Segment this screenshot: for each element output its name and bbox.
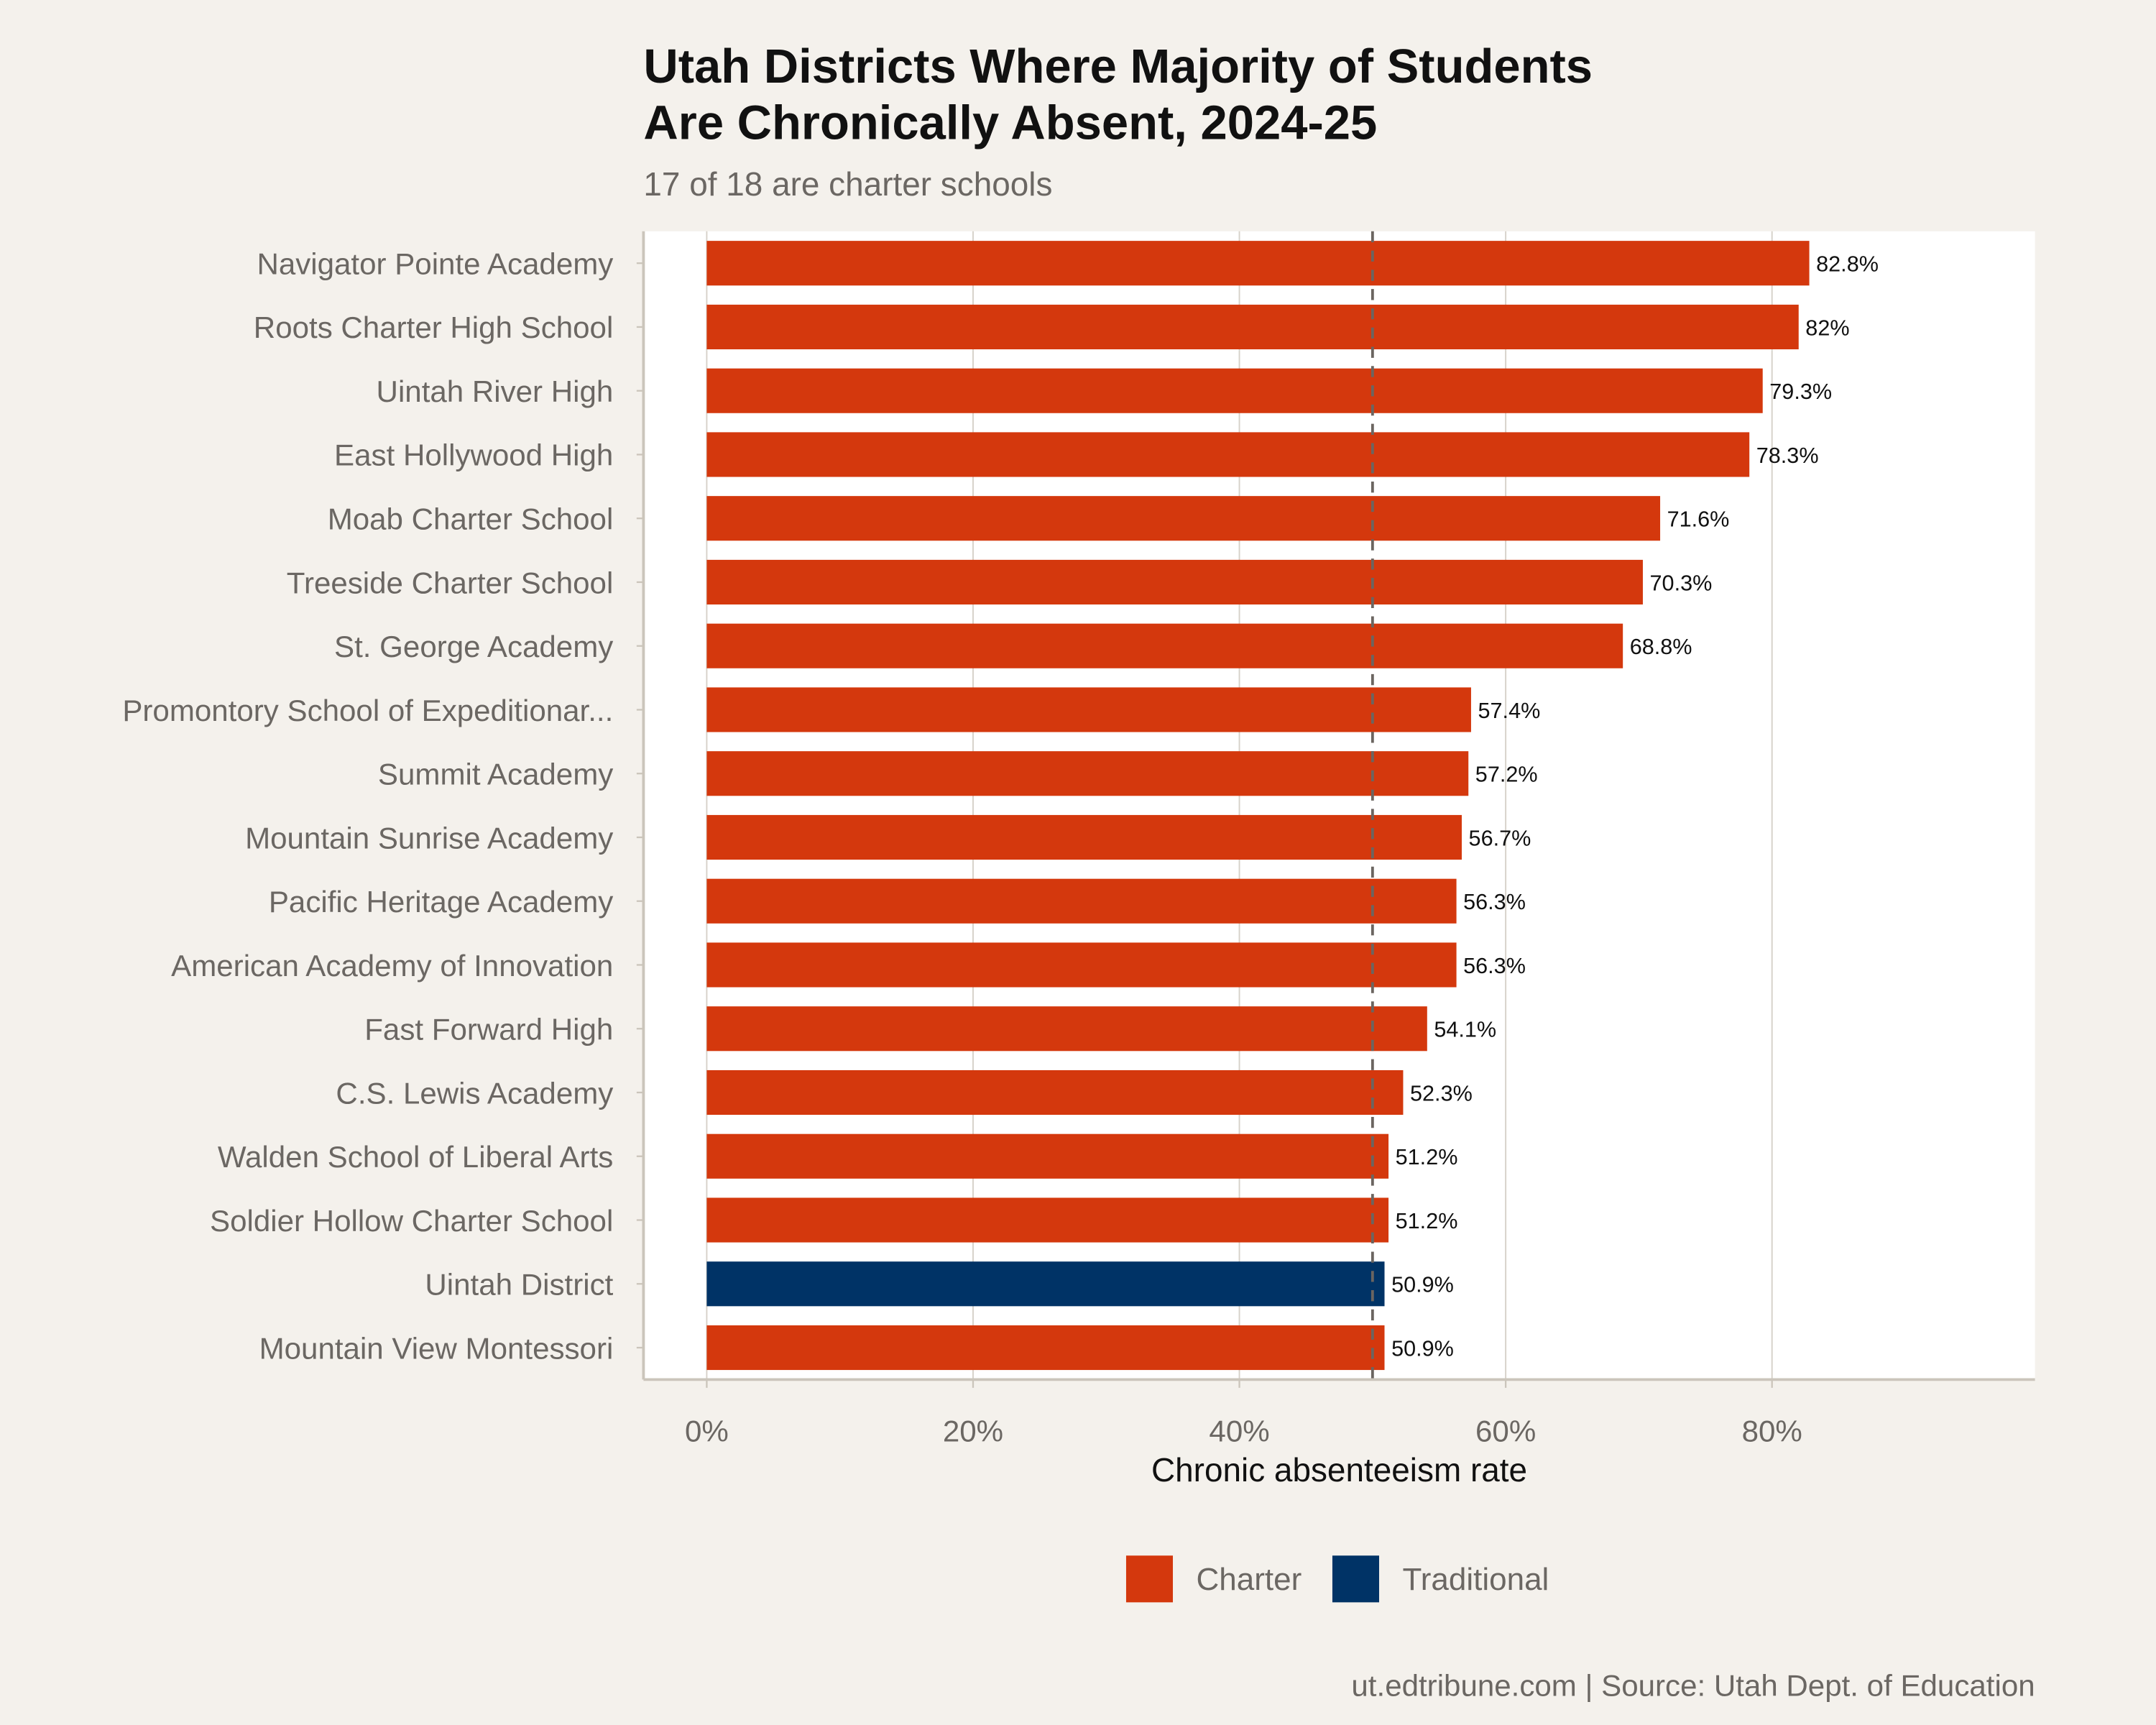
bar	[706, 1261, 1385, 1307]
data-label: 51.2%	[1396, 1145, 1458, 1169]
y-tick-label: East Hollywood High	[334, 438, 613, 472]
bar	[706, 623, 1623, 668]
legend-swatch-traditional	[1332, 1555, 1380, 1603]
data-label: 82%	[1805, 316, 1849, 340]
data-label: 78.3%	[1756, 443, 1819, 468]
chart-title-line-1: Utah Districts Where Majority of Student…	[643, 40, 1593, 93]
bar	[706, 368, 1763, 413]
y-tick-label: Uintah River High	[377, 374, 614, 408]
y-tick-label: Mountain View Montessori	[259, 1331, 614, 1365]
data-label: 79.3%	[1769, 380, 1832, 404]
bar	[706, 751, 1469, 796]
plot-panel	[643, 231, 2035, 1380]
x-tick-label: 40%	[1209, 1414, 1269, 1448]
y-tick-label: Moab Charter School	[328, 502, 614, 536]
y-tick-label: Roots Charter High School	[254, 310, 613, 344]
y-tick-label: Walden School of Liberal Arts	[218, 1140, 613, 1174]
y-tick-label: Soldier Hollow Charter School	[210, 1204, 613, 1238]
data-label: 68.8%	[1630, 635, 1692, 659]
legend-label-traditional: Traditional	[1403, 1562, 1549, 1597]
y-tick-label: American Academy of Innovation	[171, 949, 613, 983]
x-tick-label: 60%	[1475, 1414, 1536, 1448]
legend-swatch-charter	[1125, 1555, 1174, 1603]
data-label: 56.7%	[1469, 826, 1531, 850]
bar	[706, 1006, 1427, 1052]
data-label: 82.8%	[1816, 252, 1879, 277]
y-tick-label: Fast Forward High	[364, 1013, 613, 1046]
data-label: 56.3%	[1463, 890, 1526, 914]
bar	[706, 304, 1799, 350]
bar	[706, 432, 1750, 477]
bar	[706, 878, 1457, 924]
data-label: 52.3%	[1410, 1081, 1473, 1105]
bar	[706, 687, 1471, 732]
y-tick-label: C.S. Lewis Academy	[336, 1076, 613, 1110]
data-label: 57.2%	[1475, 763, 1538, 787]
bar	[706, 241, 1810, 286]
chart-subtitle: 17 of 18 are charter schools	[643, 165, 1052, 203]
chart-caption: ut.edtribune.com | Source: Utah Dept. of…	[1351, 1668, 2035, 1702]
bar	[706, 942, 1457, 988]
y-tick-label: Navigator Pointe Academy	[257, 247, 613, 280]
bar	[706, 496, 1661, 541]
y-tick-label: St. George Academy	[334, 630, 613, 663]
data-label: 50.9%	[1391, 1336, 1454, 1361]
y-tick-label: Pacific Heritage Academy	[269, 885, 613, 919]
y-tick-label: Treeside Charter School	[287, 566, 613, 599]
bar	[706, 1070, 1404, 1116]
x-tick-label: 0%	[685, 1414, 729, 1448]
y-tick-label: Summit Academy	[378, 758, 613, 791]
bar	[706, 1133, 1389, 1179]
y-tick-label: Promontory School of Expeditionar...	[122, 694, 613, 727]
legend-label-charter: Charter	[1197, 1562, 1302, 1597]
x-tick-label: 80%	[1742, 1414, 1802, 1448]
data-label: 70.3%	[1650, 571, 1713, 595]
chart-title-line-2: Are Chronically Absent, 2024-25	[643, 96, 1377, 150]
data-label: 50.9%	[1391, 1273, 1454, 1297]
data-label: 54.1%	[1434, 1018, 1496, 1042]
bar	[706, 559, 1643, 605]
bar	[706, 1325, 1385, 1371]
y-tick-label: Uintah District	[425, 1268, 613, 1302]
data-label: 56.3%	[1463, 954, 1526, 978]
bar	[706, 1197, 1389, 1243]
bar	[706, 814, 1462, 860]
legend: Charter Traditional	[1125, 1555, 1549, 1603]
data-label: 71.6%	[1667, 507, 1730, 532]
data-label: 57.4%	[1478, 699, 1541, 723]
y-tick-label: Mountain Sunrise Academy	[245, 821, 613, 855]
data-label: 51.2%	[1396, 1209, 1458, 1233]
x-tick-label: 20%	[943, 1414, 1003, 1448]
x-axis-title: Chronic absenteeism rate	[1151, 1451, 1527, 1489]
